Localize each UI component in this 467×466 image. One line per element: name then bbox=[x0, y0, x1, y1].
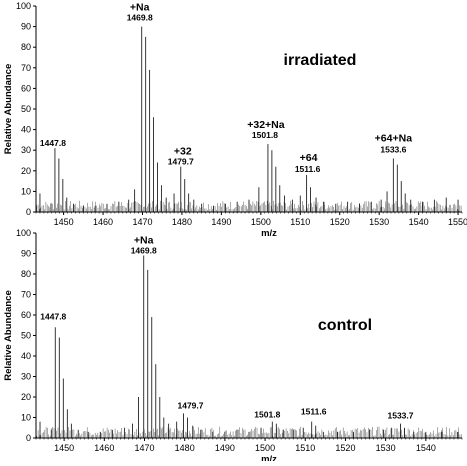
bottom-mz-label: 1511.6 bbox=[301, 407, 327, 417]
bottom-x-tick-label: 1520 bbox=[335, 443, 355, 453]
bottom-x-tick-label: 1530 bbox=[376, 443, 396, 453]
bottom-y-axis-title: Relative Abundance bbox=[3, 290, 14, 380]
top-x-tick-label: 1550 bbox=[448, 217, 467, 227]
top-mz-label: 1479.7 bbox=[168, 157, 194, 167]
top-spectrum-panel: 0 10 20 30 40 50 60 70 80 90 100 1450 1460 1470 1480 14… bbox=[3, 1, 467, 239]
top-x-tick-label: 1500 bbox=[251, 217, 271, 227]
top-y-tick-label: 30 bbox=[21, 145, 31, 155]
top-y-tick-label: 100 bbox=[16, 1, 31, 11]
bottom-y-tick-label: 50 bbox=[21, 331, 31, 341]
bottom-y-tick-label: 30 bbox=[21, 372, 31, 382]
top-x-tick-label: 1520 bbox=[330, 217, 350, 227]
top-y-tick-label: 40 bbox=[21, 125, 31, 135]
bottom-mz-label: 1469.8 bbox=[131, 246, 157, 256]
top-y-tick-label: 80 bbox=[21, 42, 31, 52]
bottom-condition-label: control bbox=[318, 317, 372, 334]
top-x-tick-label: 1510 bbox=[290, 217, 310, 227]
bottom-y-tick-label: 80 bbox=[21, 269, 31, 279]
top-ion-label: +32+Na bbox=[247, 119, 285, 131]
bottom-y-tick-label: 90 bbox=[21, 249, 31, 259]
top-ion-label: +64+Na bbox=[375, 132, 413, 144]
top-x-tick-label: 1540 bbox=[409, 217, 429, 227]
top-mz-label: 1501.8 bbox=[252, 130, 278, 140]
bottom-x-tick-label: 1460 bbox=[94, 443, 114, 453]
top-ion-label: +32 bbox=[174, 146, 192, 158]
top-y-tick-label: 0 bbox=[26, 207, 31, 217]
bottom-mz-label: 1533.7 bbox=[388, 411, 414, 421]
top-y-tick-label: 60 bbox=[21, 83, 31, 93]
top-ion-label: +64 bbox=[300, 152, 318, 164]
bottom-x-tick-label: 1480 bbox=[175, 443, 195, 453]
top-y-tick-label: 90 bbox=[21, 22, 31, 32]
bottom-x-tick-label: 1470 bbox=[134, 443, 154, 453]
top-mz-label: 1511.6 bbox=[295, 164, 321, 174]
bottom-ion-label: +Na bbox=[134, 235, 154, 247]
top-mz-label: 1469.8 bbox=[127, 13, 153, 23]
top-condition-label: irradiated bbox=[284, 52, 357, 69]
bottom-x-axis-title: m/z bbox=[261, 454, 277, 461]
top-y-tick-label: 50 bbox=[21, 104, 31, 114]
bottom-x-tick-label: 1450 bbox=[54, 443, 74, 453]
bottom-spectrum-panel: 0 10 20 30 40 50 60 70 80 90 100 1450 1460 1470 1480 14… bbox=[3, 228, 463, 465]
bottom-y-tick-label: 60 bbox=[21, 310, 31, 320]
bottom-y-tick-label: 20 bbox=[21, 392, 31, 402]
bottom-y-tick-label: 70 bbox=[21, 290, 31, 300]
bottom-x-tick-label: 1510 bbox=[295, 443, 315, 453]
bottom-mz-label: 1447.8 bbox=[40, 311, 66, 321]
bottom-y-tick-label: 10 bbox=[21, 413, 31, 423]
bottom-y-tick-label: 40 bbox=[21, 351, 31, 361]
bottom-y-tick-label: 100 bbox=[16, 228, 31, 238]
top-ion-label: +Na bbox=[130, 2, 150, 14]
top-x-tick-label: 1530 bbox=[369, 217, 389, 227]
bottom-mz-label: 1479.7 bbox=[177, 400, 203, 410]
top-y-tick-label: 70 bbox=[21, 63, 31, 73]
top-x-tick-label: 1480 bbox=[172, 217, 192, 227]
top-mz-label: 1533.6 bbox=[380, 144, 406, 154]
top-mz-label: 1447.8 bbox=[40, 138, 66, 148]
bottom-x-tick-label: 1500 bbox=[255, 443, 275, 453]
bottom-x-tick-label: 1540 bbox=[416, 443, 436, 453]
top-x-tick-label: 1470 bbox=[132, 217, 152, 227]
top-x-tick-label: 1490 bbox=[211, 217, 231, 227]
bottom-mz-label: 1501.8 bbox=[254, 410, 280, 420]
top-x-tick-label: 1460 bbox=[93, 217, 113, 227]
top-x-tick-label: 1450 bbox=[54, 217, 74, 227]
top-y-axis-title: Relative Abundance bbox=[3, 64, 14, 154]
top-y-tick-label: 10 bbox=[21, 186, 31, 196]
top-y-tick-label: 20 bbox=[21, 166, 31, 176]
bottom-y-tick-label: 0 bbox=[26, 433, 31, 443]
bottom-x-tick-label: 1490 bbox=[215, 443, 235, 453]
top-x-axis-title: m/z bbox=[261, 228, 277, 239]
